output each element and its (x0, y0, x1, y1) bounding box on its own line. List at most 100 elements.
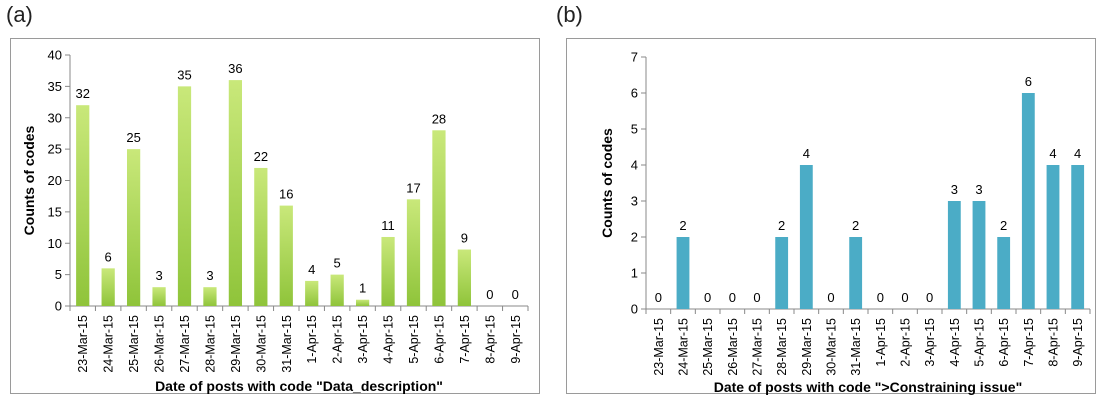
x-axis-title-b: Date of posts with code ">Constraining i… (714, 379, 1023, 395)
data-label-b: 0 (753, 290, 760, 305)
x-tick-label-a: 23-Mar-15 (76, 315, 90, 373)
y-axis-title-b: Counts of codes (599, 128, 615, 238)
chart-b-frame (566, 38, 1096, 394)
data-label-b: 2 (778, 218, 785, 233)
bar-a (279, 205, 293, 306)
data-label-a: 35 (177, 67, 191, 82)
x-tick-label-b: 29-Mar-15 (800, 318, 814, 376)
x-tick-label-a: 29-Mar-15 (229, 315, 243, 373)
data-label-a: 11 (381, 218, 395, 233)
y-tick-label-a: 15 (48, 204, 62, 219)
data-label-a: 3 (206, 268, 213, 283)
data-label-a: 1 (359, 281, 366, 296)
bar-a (101, 268, 115, 306)
data-label-a: 17 (406, 180, 420, 195)
data-label-a: 5 (334, 256, 341, 271)
y-tick-label-a: 20 (48, 173, 62, 188)
data-label-a: 0 (486, 287, 493, 302)
bar-b (775, 237, 789, 309)
x-tick-label-a: 8-Apr-15 (483, 315, 497, 364)
x-tick-label-a: 6-Apr-15 (432, 315, 446, 364)
data-label-a: 6 (105, 249, 112, 264)
x-tick-label-b: 3-Apr-15 (923, 318, 937, 367)
y-tick-label-a: 0 (55, 299, 62, 314)
x-tick-label-b: 9-Apr-15 (1071, 318, 1085, 367)
x-tick-label-b: 7-Apr-15 (1022, 318, 1036, 367)
x-tick-label-b: 27-Mar-15 (751, 318, 765, 376)
bar-b (1046, 165, 1060, 309)
y-tick-label-b: 0 (631, 302, 638, 317)
x-tick-label-b: 5-Apr-15 (973, 318, 987, 367)
data-label-a: 9 (461, 231, 468, 246)
data-label-a: 16 (279, 187, 293, 202)
bar-a (228, 80, 243, 306)
data-label-b: 0 (926, 290, 933, 305)
bar-a (355, 299, 370, 306)
data-label-b: 0 (729, 290, 736, 305)
bar-b (997, 237, 1011, 309)
x-tick-label-a: 1-Apr-15 (305, 315, 319, 364)
bar-b (947, 201, 961, 309)
data-label-b: 2 (852, 218, 859, 233)
data-label-b: 3 (975, 182, 982, 197)
bar-b (1071, 165, 1085, 309)
x-tick-label-b: 28-Mar-15 (775, 318, 789, 376)
data-label-b: 3 (951, 182, 958, 197)
x-axis-title-a: Date of posts with code "Data_descriptio… (155, 378, 443, 394)
x-tick-label-a: 30-Mar-15 (254, 315, 268, 373)
x-tick-label-a: 26-Mar-15 (153, 315, 167, 373)
y-tick-label-a: 30 (48, 110, 62, 125)
data-label-a: 22 (254, 149, 268, 164)
data-label-b: 4 (1049, 146, 1056, 161)
data-label-a: 28 (432, 111, 446, 126)
x-tick-label-b: 2-Apr-15 (899, 318, 913, 367)
x-tick-label-b: 30-Mar-15 (825, 318, 839, 376)
chart-a-frame (10, 38, 540, 394)
x-tick-label-b: 24-Mar-15 (677, 318, 691, 376)
x-tick-label-b: 8-Apr-15 (1047, 318, 1061, 367)
data-label-b: 0 (704, 290, 711, 305)
x-tick-label-a: 2-Apr-15 (331, 315, 345, 364)
x-tick-label-a: 24-Mar-15 (102, 315, 116, 373)
x-tick-label-a: 5-Apr-15 (407, 315, 421, 364)
x-tick-label-b: 1-Apr-15 (874, 318, 888, 367)
y-tick-label-b: 6 (631, 86, 638, 101)
bar-a (305, 280, 319, 306)
x-tick-label-a: 9-Apr-15 (509, 315, 523, 364)
bar-a (152, 287, 166, 306)
bar-a (406, 199, 421, 306)
bar-b (676, 237, 690, 309)
bar-a (254, 167, 268, 306)
y-axis-title-a: Counts of codes (21, 125, 37, 235)
x-tick-label-a: 27-Mar-15 (178, 315, 192, 373)
bar-b (972, 201, 986, 309)
y-tick-label-a: 5 (55, 267, 62, 282)
bar-a (203, 287, 217, 306)
x-tick-label-b: 25-Mar-15 (701, 318, 715, 376)
y-tick-label-a: 40 (48, 48, 62, 63)
data-label-a: 4 (308, 262, 315, 277)
x-tick-label-a: 25-Mar-15 (127, 315, 141, 373)
panel-b-label: (b) (556, 2, 583, 27)
x-tick-label-b: 23-Mar-15 (652, 318, 666, 376)
data-label-a: 3 (155, 268, 162, 283)
y-tick-label-b: 5 (631, 122, 638, 137)
bar-b (1021, 93, 1035, 309)
y-tick-label-b: 3 (631, 194, 638, 209)
y-tick-label-b: 7 (631, 50, 638, 65)
x-tick-label-a: 4-Apr-15 (382, 315, 396, 364)
y-tick-label-a: 35 (48, 79, 62, 94)
bar-a (76, 105, 90, 306)
bar-a (457, 249, 472, 306)
data-label-a: 0 (512, 287, 519, 302)
x-tick-label-a: 31-Mar-15 (280, 315, 294, 373)
data-label-b: 0 (877, 290, 884, 305)
bar-a (381, 236, 395, 306)
panel-a-label: (a) (6, 2, 33, 27)
y-tick-label-b: 2 (631, 230, 638, 245)
x-tick-label-b: 26-Mar-15 (726, 318, 740, 376)
x-tick-label-a: 3-Apr-15 (356, 315, 370, 364)
data-label-b: 2 (679, 218, 686, 233)
bar-a (330, 274, 344, 306)
